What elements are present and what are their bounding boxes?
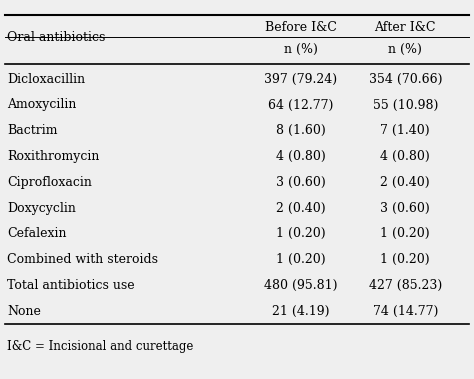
Text: 1 (0.20): 1 (0.20) — [276, 227, 326, 240]
Text: 7 (1.40): 7 (1.40) — [381, 124, 430, 137]
Text: Roxithromycin: Roxithromycin — [7, 150, 100, 163]
Text: Oral antibiotics: Oral antibiotics — [7, 31, 106, 44]
Text: Bactrim: Bactrim — [7, 124, 58, 137]
Text: 2 (0.40): 2 (0.40) — [381, 176, 430, 189]
Text: n (%): n (%) — [388, 43, 422, 56]
Text: 1 (0.20): 1 (0.20) — [276, 253, 326, 266]
Text: 3 (0.60): 3 (0.60) — [381, 202, 430, 215]
Text: n (%): n (%) — [284, 43, 318, 56]
Text: 21 (4.19): 21 (4.19) — [272, 305, 330, 318]
Text: Cefalexin: Cefalexin — [7, 227, 67, 240]
Text: 397 (79.24): 397 (79.24) — [264, 73, 337, 86]
Text: 427 (85.23): 427 (85.23) — [369, 279, 442, 292]
Text: Dicloxacillin: Dicloxacillin — [7, 73, 85, 86]
Text: Ciprofloxacin: Ciprofloxacin — [7, 176, 92, 189]
Text: After I&C: After I&C — [374, 21, 436, 34]
Text: Before I&C: Before I&C — [265, 21, 337, 34]
Text: Total antibiotics use: Total antibiotics use — [7, 279, 135, 292]
Text: 55 (10.98): 55 (10.98) — [373, 99, 438, 111]
Text: Combined with steroids: Combined with steroids — [7, 253, 158, 266]
Text: None: None — [7, 305, 41, 318]
Text: 2 (0.40): 2 (0.40) — [276, 202, 326, 215]
Text: 4 (0.80): 4 (0.80) — [276, 150, 326, 163]
Text: 4 (0.80): 4 (0.80) — [381, 150, 430, 163]
Text: 1 (0.20): 1 (0.20) — [381, 253, 430, 266]
Text: 1 (0.20): 1 (0.20) — [381, 227, 430, 240]
Text: I&C = Incisional and curettage: I&C = Incisional and curettage — [7, 340, 193, 353]
Text: 8 (1.60): 8 (1.60) — [276, 124, 326, 137]
Text: 354 (70.66): 354 (70.66) — [368, 73, 442, 86]
Text: Doxycyclin: Doxycyclin — [7, 202, 76, 215]
Text: 74 (14.77): 74 (14.77) — [373, 305, 438, 318]
Text: 64 (12.77): 64 (12.77) — [268, 99, 334, 111]
Text: 3 (0.60): 3 (0.60) — [276, 176, 326, 189]
Text: 480 (95.81): 480 (95.81) — [264, 279, 338, 292]
Text: Amoxycilin: Amoxycilin — [7, 99, 76, 111]
